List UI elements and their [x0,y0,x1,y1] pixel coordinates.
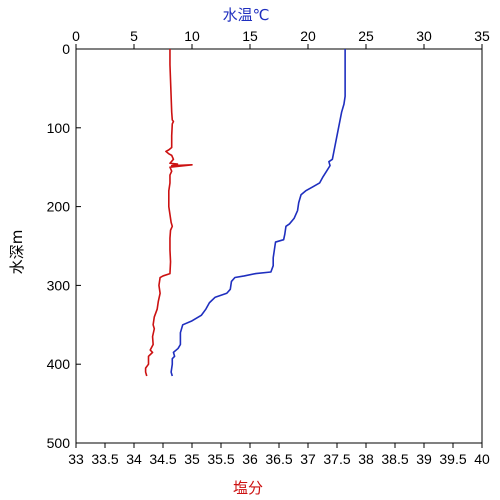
top-tick-label: 20 [300,28,316,44]
bottom-tick-label: 37 [300,451,316,467]
bottom-tick-label: 35.5 [207,451,234,467]
water-temperature-line [170,49,346,377]
top-tick-label: 15 [242,28,258,44]
bottom-tick-label: 34 [126,451,142,467]
bottom-tick-label: 37.5 [323,451,350,467]
left-tick-label: 500 [47,435,71,451]
bottom-tick-label: 33.5 [91,451,118,467]
bottom-tick-label: 35 [184,451,200,467]
top-tick-label: 25 [358,28,374,44]
left-tick-label: 200 [47,199,71,215]
top-tick-label: 5 [130,28,138,44]
left-tick-label: 100 [47,120,71,136]
bottom-tick-label: 36 [242,451,258,467]
salinity-line [144,49,193,377]
left-tick-label: 300 [47,277,71,293]
bottom-tick-label: 38 [358,451,374,467]
top-tick-label: 35 [474,28,490,44]
bottom-tick-label: 36.5 [265,451,292,467]
bottom-tick-label: 39.5 [439,451,466,467]
bottom-tick-label: 39 [416,451,432,467]
top-axis-title: 水温℃ [223,6,270,24]
bottom-tick-label: 38.5 [381,451,408,467]
left-axis-title: 水深m [8,230,26,275]
top-axis-ticks: 0 5 10 15 20 25 30 35 [72,28,490,49]
top-tick-label: 0 [72,28,80,44]
top-tick-label: 10 [184,28,200,44]
bottom-axis-ticks: 33 33.5 34 34.5 35 35.5 36 36.5 37 37.5 38 38.5 39 39… [68,443,490,467]
left-tick-label: 400 [47,356,71,372]
bottom-axis-title: 塩分 [233,479,263,497]
plot-area [75,48,483,444]
left-tick-label: 0 [62,41,70,57]
bottom-tick-label: 34.5 [149,451,176,467]
left-axis-ticks: 0 100 200 300 400 500 [47,41,81,451]
bottom-tick-label: 33 [68,451,84,467]
bottom-tick-label: 40 [474,451,490,467]
series-layer [144,49,346,377]
top-tick-label: 30 [416,28,432,44]
